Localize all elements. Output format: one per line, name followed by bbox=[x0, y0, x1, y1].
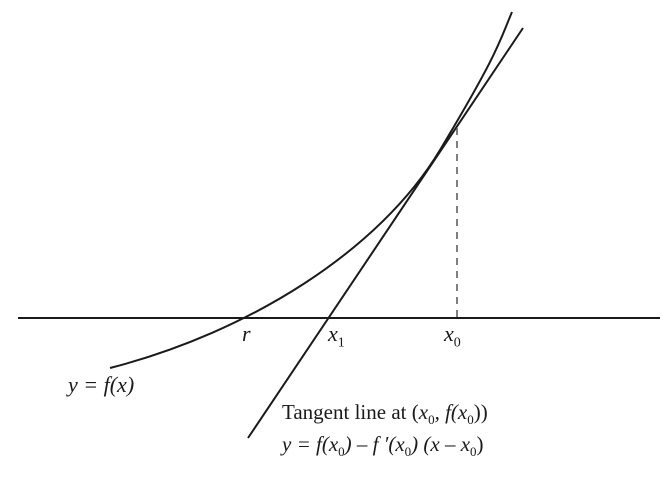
tangent-line bbox=[247, 27, 524, 439]
tangent-title: Tangent line at (x0, f(x0)) bbox=[282, 400, 488, 428]
x1-label: x1 bbox=[328, 321, 345, 351]
curve-label: y = f(x) bbox=[68, 372, 135, 397]
x0-label: x0 bbox=[444, 321, 461, 351]
tangent-equation: y = f(x0) – f ′(x0) (x – x0) bbox=[282, 432, 484, 460]
root-label: r bbox=[242, 321, 251, 346]
function-curve bbox=[109, 11, 513, 369]
